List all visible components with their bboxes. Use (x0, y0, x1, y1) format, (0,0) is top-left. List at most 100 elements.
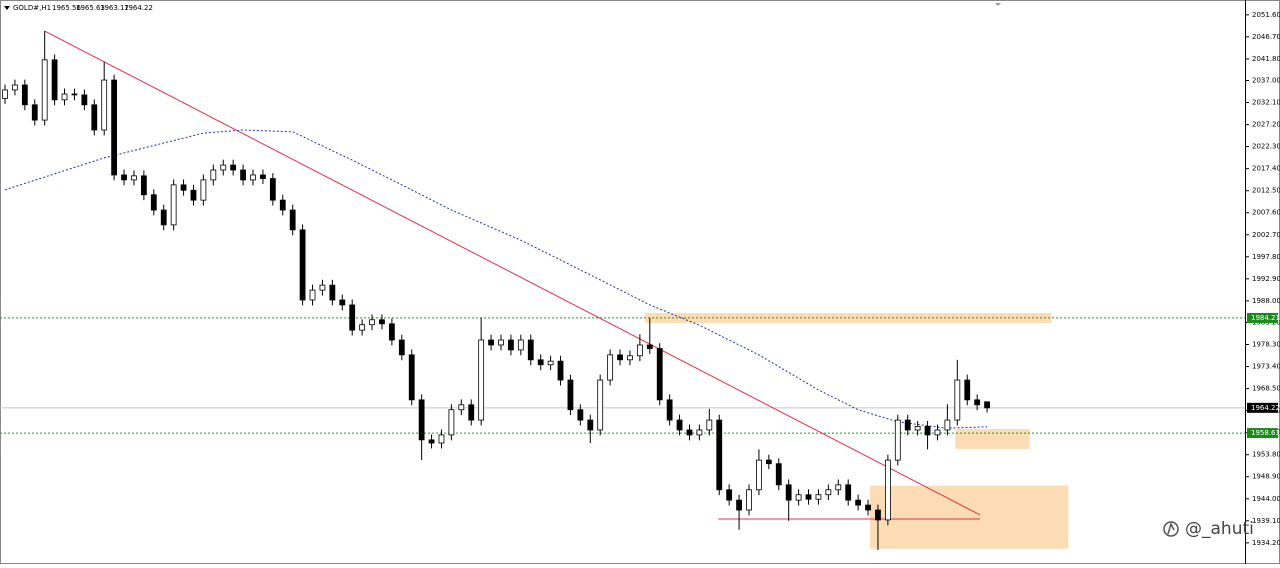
y-tick-label: 1978.30 (1252, 341, 1280, 349)
candle-body (597, 379, 604, 431)
candle-body (200, 179, 207, 201)
candle-body (716, 419, 723, 491)
candle-body (646, 344, 653, 349)
candle-body (180, 184, 187, 191)
y-tick-label: 1997.80 (1252, 253, 1280, 261)
candle-body (428, 439, 435, 444)
y-tick-label: 2032.10 (1252, 99, 1280, 107)
candle-body (964, 379, 971, 401)
candle-body (250, 174, 256, 181)
candle-body (160, 209, 167, 226)
candle-body (408, 354, 415, 401)
trend-line (44, 30, 981, 516)
y-tick-label: 1968.50 (1252, 385, 1280, 393)
candle-body (974, 399, 981, 406)
candle-body (736, 499, 742, 511)
candle-body (41, 59, 48, 121)
candle-body (111, 79, 118, 176)
candle-body (726, 489, 733, 501)
y-tick-label: 1973.40 (1252, 363, 1280, 371)
candle-body (954, 379, 961, 421)
candle-body (617, 354, 623, 361)
quote-open: 1965.56 (52, 4, 81, 12)
y-tick-label: 2051.60 (1252, 11, 1280, 19)
candle-body (825, 489, 832, 496)
level-box (1247, 402, 1278, 413)
levels (0, 317, 1245, 434)
watermark-icon (1163, 521, 1179, 537)
candle-body (61, 93, 68, 101)
moving-average (4, 129, 988, 429)
y-tick-label: 2007.60 (1252, 209, 1280, 217)
candle-body (91, 104, 98, 131)
quote-low: 1963.17 (100, 4, 129, 12)
candle-body (31, 104, 38, 121)
candle-body (329, 284, 336, 301)
level-box (1247, 428, 1278, 439)
candle-body (756, 459, 762, 491)
candle-body (795, 494, 802, 501)
candle-body (607, 354, 614, 381)
level-box (1247, 312, 1278, 323)
candle-body (676, 419, 683, 431)
candle-body (488, 339, 494, 346)
y-tick-label: 1944.00 (1252, 495, 1280, 503)
candle-body (418, 399, 425, 441)
candle-body (508, 339, 514, 351)
candle-body (438, 434, 445, 444)
candle-body (210, 169, 217, 181)
candle-body (656, 348, 663, 401)
candle-body (557, 360, 564, 381)
symbol: GOLD#,H1 (13, 4, 51, 12)
candle-body (71, 93, 78, 96)
candle-body (468, 404, 475, 421)
candle-body (81, 94, 88, 106)
candle-body (815, 494, 822, 500)
candle-body (379, 319, 385, 325)
candle-body (498, 339, 504, 346)
candle-body (220, 164, 227, 171)
candle-body (478, 339, 485, 421)
candle-body (21, 84, 28, 106)
candle-body (170, 184, 177, 226)
candle-body (51, 59, 58, 101)
candle-body (448, 409, 455, 436)
candle-body (319, 284, 326, 291)
candle-body (240, 169, 246, 181)
candle-body (686, 429, 693, 436)
candle-body (339, 299, 346, 306)
candle-body (537, 359, 544, 366)
candle-body (835, 484, 842, 491)
candle-body (517, 339, 524, 351)
candle-body (359, 324, 366, 331)
menu-arrow[interactable] (4, 6, 10, 10)
candle-body (458, 404, 465, 411)
candle-body (775, 463, 782, 486)
candle-body (805, 494, 812, 500)
candle-body (934, 429, 941, 436)
y-tick-label: 1988.00 (1252, 297, 1280, 305)
candle-body (567, 379, 574, 411)
candle-body (845, 484, 852, 501)
candle-body (636, 344, 643, 357)
candle-body (527, 339, 534, 361)
scroll-marker (995, 3, 1001, 6)
candle-body (260, 174, 266, 179)
candle-body (785, 484, 792, 501)
candle-body (121, 174, 127, 181)
y-tick-label: 1953.80 (1252, 451, 1280, 459)
candle-body (230, 164, 237, 171)
level-label: 1958.61 (1251, 429, 1280, 437)
candle-body (369, 319, 375, 326)
watermark: @_ahuti (1185, 519, 1254, 539)
y-tick-label: 1939.10 (1252, 517, 1280, 525)
quote-high: 1965.63 (76, 4, 105, 12)
y-tick-label: 2046.70 (1252, 33, 1280, 41)
candle-body (746, 489, 752, 511)
candle-body (904, 419, 911, 431)
y-tick-label: 2022.30 (1252, 143, 1280, 151)
candle-body (577, 409, 584, 421)
